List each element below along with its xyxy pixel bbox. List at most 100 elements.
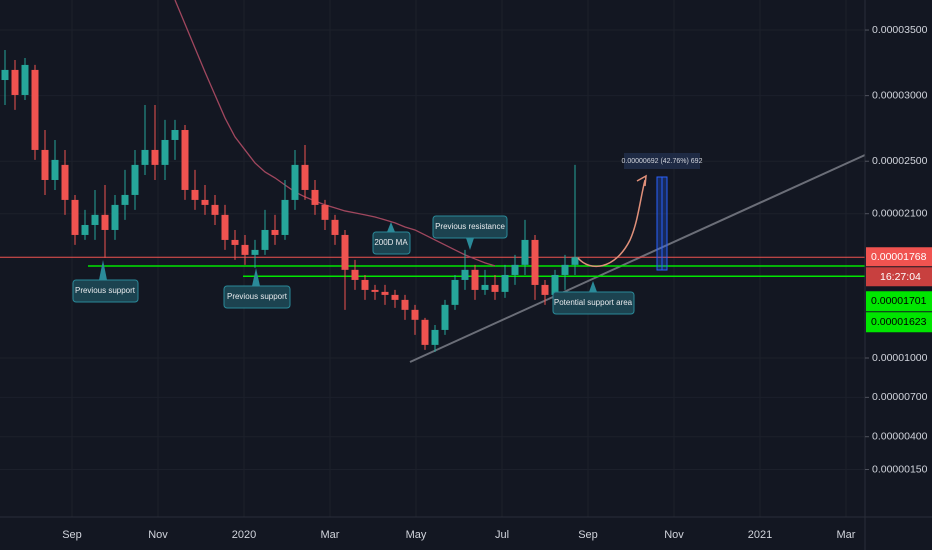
candle-body bbox=[381, 291, 389, 295]
x-tick-label: Mar bbox=[837, 529, 856, 541]
candle-body bbox=[291, 164, 299, 200]
candle-body bbox=[141, 149, 149, 165]
candle-body bbox=[151, 149, 159, 165]
moving-average bbox=[174, 0, 496, 267]
callout-box bbox=[223, 285, 291, 309]
candle-body bbox=[161, 139, 169, 165]
price-label-box bbox=[866, 247, 932, 267]
candle-body bbox=[131, 164, 139, 195]
annotations: Previous support Previous support 200D M… bbox=[72, 215, 635, 315]
callout-pointer bbox=[99, 260, 107, 280]
candle-body bbox=[11, 69, 19, 95]
candle-body bbox=[61, 164, 69, 200]
candle-body bbox=[241, 244, 249, 255]
callout-box bbox=[432, 215, 508, 239]
y-tick-label: 0.00001000 bbox=[872, 352, 928, 364]
candle-body bbox=[41, 149, 49, 180]
candle-body bbox=[521, 239, 529, 265]
candle-body bbox=[471, 269, 479, 290]
candle-body bbox=[571, 257, 579, 265]
candle-body bbox=[81, 224, 89, 235]
x-tick-label: May bbox=[406, 529, 427, 541]
candle-body bbox=[71, 199, 79, 235]
candle-body bbox=[421, 319, 429, 345]
callout-box bbox=[372, 231, 411, 255]
x-tick-label: Sep bbox=[578, 529, 598, 541]
candle-body bbox=[531, 239, 539, 285]
candle-body bbox=[481, 284, 489, 290]
callout-pointer bbox=[466, 238, 474, 250]
candle-body bbox=[451, 279, 459, 305]
candle-body bbox=[211, 204, 219, 215]
plot bbox=[0, 0, 865, 352]
candle-body bbox=[111, 204, 119, 230]
candle-body bbox=[541, 284, 549, 295]
y-tick-label: 0.00000400 bbox=[872, 430, 928, 442]
x-tick-label: Mar bbox=[321, 529, 340, 541]
candle-body bbox=[1, 69, 9, 81]
candle-body bbox=[371, 289, 379, 292]
x-tick-label: Sep bbox=[62, 529, 82, 541]
candle-body bbox=[341, 234, 349, 270]
annotation: Previous support bbox=[75, 286, 136, 295]
arrow-head bbox=[636, 174, 647, 187]
annotation: Previous support bbox=[227, 292, 288, 301]
candle-body bbox=[311, 189, 319, 205]
level-label: 0.00001623 bbox=[871, 316, 927, 328]
annotation: Potential support area bbox=[554, 298, 633, 307]
annotation: 200D MA bbox=[374, 238, 408, 247]
annotation: Previous resistance bbox=[435, 222, 505, 231]
candle-body bbox=[181, 130, 189, 190]
axes: 0.00003500 0.00003000 0.00002500 0.00002100… bbox=[62, 24, 932, 541]
y-tick-label: 0.00003000 bbox=[872, 89, 928, 101]
candle-body bbox=[201, 199, 209, 205]
level-label: 0.00001701 bbox=[871, 295, 927, 307]
trend-line bbox=[409, 154, 866, 363]
candle-body bbox=[461, 269, 469, 280]
candle-body bbox=[351, 269, 359, 280]
candle-body bbox=[501, 274, 509, 292]
measure-label-box bbox=[624, 153, 700, 169]
y-tick-label: 0.00002500 bbox=[872, 155, 928, 167]
candle-body bbox=[121, 194, 129, 205]
y-tick-label: 0.00003500 bbox=[872, 24, 928, 36]
candle-body bbox=[441, 304, 449, 330]
candle-body bbox=[91, 214, 99, 225]
candle-body bbox=[21, 64, 29, 95]
callout-pointer bbox=[589, 281, 597, 292]
candle-body bbox=[331, 219, 339, 235]
y-tick-label: 0.00000700 bbox=[872, 391, 928, 403]
callout-pointer bbox=[252, 268, 260, 286]
candle-body bbox=[401, 299, 409, 310]
candle-body bbox=[391, 294, 399, 300]
candle-body bbox=[281, 199, 289, 235]
callout-box bbox=[72, 279, 139, 303]
candle-body bbox=[101, 214, 109, 230]
x-tick-label: 2020 bbox=[232, 529, 256, 541]
candle-body bbox=[321, 204, 329, 220]
y-tick-label: 0.00002100 bbox=[872, 207, 928, 219]
candle-body bbox=[561, 264, 569, 275]
candle-body bbox=[431, 329, 439, 345]
candle-body bbox=[261, 229, 269, 250]
x-tick-label: Jul bbox=[495, 529, 509, 541]
x-tick-label: 2021 bbox=[748, 529, 772, 541]
x-tick-label: Nov bbox=[148, 529, 168, 541]
candle-body bbox=[31, 69, 39, 150]
projection-arrow bbox=[577, 179, 646, 267]
x-tick-label: Nov bbox=[664, 529, 684, 541]
candle-body bbox=[511, 264, 519, 275]
countdown: 16:27:04 bbox=[880, 271, 921, 283]
countdown-box bbox=[866, 267, 932, 287]
candle-body bbox=[191, 189, 199, 200]
candle-body bbox=[271, 229, 279, 235]
candle-body bbox=[51, 159, 59, 180]
candle-body bbox=[231, 239, 239, 245]
y-tick-label: 0.00000150 bbox=[872, 463, 928, 475]
level-label-box bbox=[866, 312, 932, 333]
level-label-box bbox=[866, 291, 932, 312]
callout-pointer bbox=[387, 222, 395, 232]
callout-box bbox=[552, 291, 635, 315]
